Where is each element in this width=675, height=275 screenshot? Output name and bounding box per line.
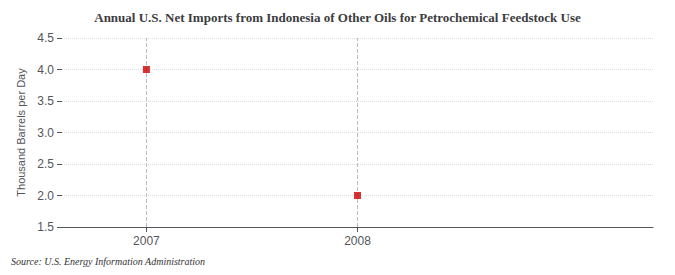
svg-text:2008: 2008 [344,234,371,248]
svg-text:Thousand Barrels per Day: Thousand Barrels per Day [15,68,27,197]
svg-text:3.5: 3.5 [37,94,54,108]
svg-text:2.5: 2.5 [37,157,54,171]
svg-text:Annual U.S. Net Imports from I: Annual U.S. Net Imports from Indonesia o… [94,10,581,25]
svg-text:1.5: 1.5 [37,220,54,234]
svg-text:2007: 2007 [133,234,160,248]
svg-text:Source: U.S. Energy Informatio: Source: U.S. Energy Information Administ… [11,256,205,267]
svg-text:4.5: 4.5 [37,31,54,45]
svg-text:3.0: 3.0 [37,126,54,140]
svg-text:2.0: 2.0 [37,189,54,203]
svg-text:4.0: 4.0 [37,63,54,77]
